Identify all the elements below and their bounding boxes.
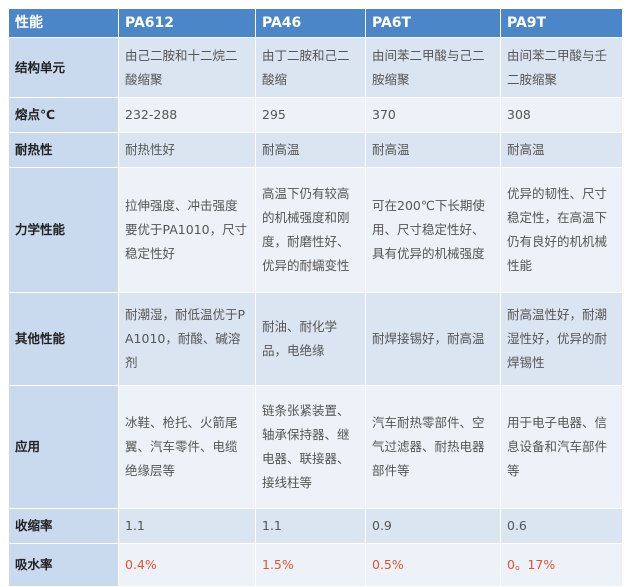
row-label: 力学性能 — [8, 167, 119, 293]
table-container: 性能 PA612 PA46 PA6T PA9T 结构单元 由己二胺和十二烷二酸缩聚 由丁二胺和… — [8, 8, 623, 587]
table-cell: 0.6 — [500, 508, 623, 544]
header-cell: 性能 — [8, 8, 119, 38]
header-cell: PA612 — [118, 8, 256, 38]
table-cell: 0.5% — [365, 543, 501, 587]
row-label: 收缩率 — [8, 508, 119, 544]
table-row: 熔点℃ 232-288 295 370 308 — [8, 97, 623, 133]
page: 性能 PA612 PA46 PA6T PA9T 结构单元 由己二胺和十二烷二酸缩聚 由丁二胺和… — [8, 8, 623, 587]
table-cell: 冰鞋、枪托、火箭尾翼、汽车零件、电缆绝缘层等 — [118, 385, 256, 509]
table-cell: 优异的韧性、尺寸稳定性，在高温下仍有良好的机机械性能 — [500, 167, 623, 293]
table-cell: 由己二胺和十二烷二酸缩聚 — [118, 37, 256, 98]
row-label: 吸水率 — [8, 543, 119, 587]
table-cell: 308 — [500, 97, 623, 133]
table-cell: 耐焊接锡好，耐高温 — [365, 292, 501, 386]
table-row: 应用 冰鞋、枪托、火箭尾翼、汽车零件、电缆绝缘层等 链条张紧装置、轴承保持器、继电器… — [8, 385, 623, 509]
row-label: 应用 — [8, 385, 119, 509]
table-row: 结构单元 由己二胺和十二烷二酸缩聚 由丁二胺和己二酸缩 由间苯二甲酸与己二胺缩聚 由间苯… — [8, 37, 623, 98]
table-cell: 拉伸强度、冲击强度要优于PA1010，尺寸稳定性好 — [118, 167, 256, 293]
table-cell: 耐高温性好，耐潮湿性好，优异的耐焊锡性 — [500, 292, 623, 386]
table-cell: 耐潮湿，耐低温优于PA1010，耐酸、碱溶剂 — [118, 292, 256, 386]
table-cell: 295 — [255, 97, 366, 133]
table-cell: 耐热性好 — [118, 132, 256, 168]
table-cell: 耐高温 — [365, 132, 501, 168]
table-cell: 由间苯二甲酸与壬二胺缩聚 — [500, 37, 623, 98]
table-row: 收缩率 1.1 1.1 0.9 0.6 — [8, 508, 623, 544]
table-cell: 高温下仍有较高的机械强度和刚度，耐磨性好、优异的耐蠕变性 — [255, 167, 366, 293]
row-label: 耐热性 — [8, 132, 119, 168]
row-label: 熔点℃ — [8, 97, 119, 133]
table-cell: 汽车耐热零部件、空气过滤器、耐热电器部件等 — [365, 385, 501, 509]
table-cell: 0.9 — [365, 508, 501, 544]
table-cell: 0.4% — [118, 543, 256, 587]
table-row: 耐热性 耐热性好 耐高温 耐高温 耐高温 — [8, 132, 623, 168]
table-cell: 232-288 — [118, 97, 256, 133]
table-cell: 370 — [365, 97, 501, 133]
row-label: 其他性能 — [8, 292, 119, 386]
header-cell: PA6T — [365, 8, 501, 38]
table-cell: 1.1 — [255, 508, 366, 544]
header-cell: PA46 — [255, 8, 366, 38]
table-cell: 0。17% — [500, 543, 623, 587]
header-cell: PA9T — [500, 8, 623, 38]
table-cell: 耐高温 — [255, 132, 366, 168]
row-label: 结构单元 — [8, 37, 119, 98]
table-cell: 1.1 — [118, 508, 256, 544]
comparison-table: 性能 PA612 PA46 PA6T PA9T 结构单元 由己二胺和十二烷二酸缩聚 由丁二胺和… — [8, 8, 623, 587]
table-cell: 耐高温 — [500, 132, 623, 168]
table-cell: 链条张紧装置、轴承保持器、继电器、联接器、接线柱等 — [255, 385, 366, 509]
table-cell: 可在200℃下长期使用、尺寸稳定性好、具有优异的机械强度 — [365, 167, 501, 293]
table-row: 其他性能 耐潮湿，耐低温优于PA1010，耐酸、碱溶剂 耐油、耐化学品，电绝缘 耐焊接… — [8, 292, 623, 386]
header-row: 性能 PA612 PA46 PA6T PA9T — [8, 8, 623, 38]
table-row: 力学性能 拉伸强度、冲击强度要优于PA1010，尺寸稳定性好 高温下仍有较高的机械强… — [8, 167, 623, 293]
table-cell: 耐油、耐化学品，电绝缘 — [255, 292, 366, 386]
table-cell: 由间苯二甲酸与己二胺缩聚 — [365, 37, 501, 98]
table-cell: 由丁二胺和己二酸缩 — [255, 37, 366, 98]
table-cell: 1.5% — [255, 543, 366, 587]
table-row: 吸水率 0.4% 1.5% 0.5% 0。17% — [8, 543, 623, 587]
table-cell: 用于电子电器、信息设备和汽车部件等 — [500, 385, 623, 509]
